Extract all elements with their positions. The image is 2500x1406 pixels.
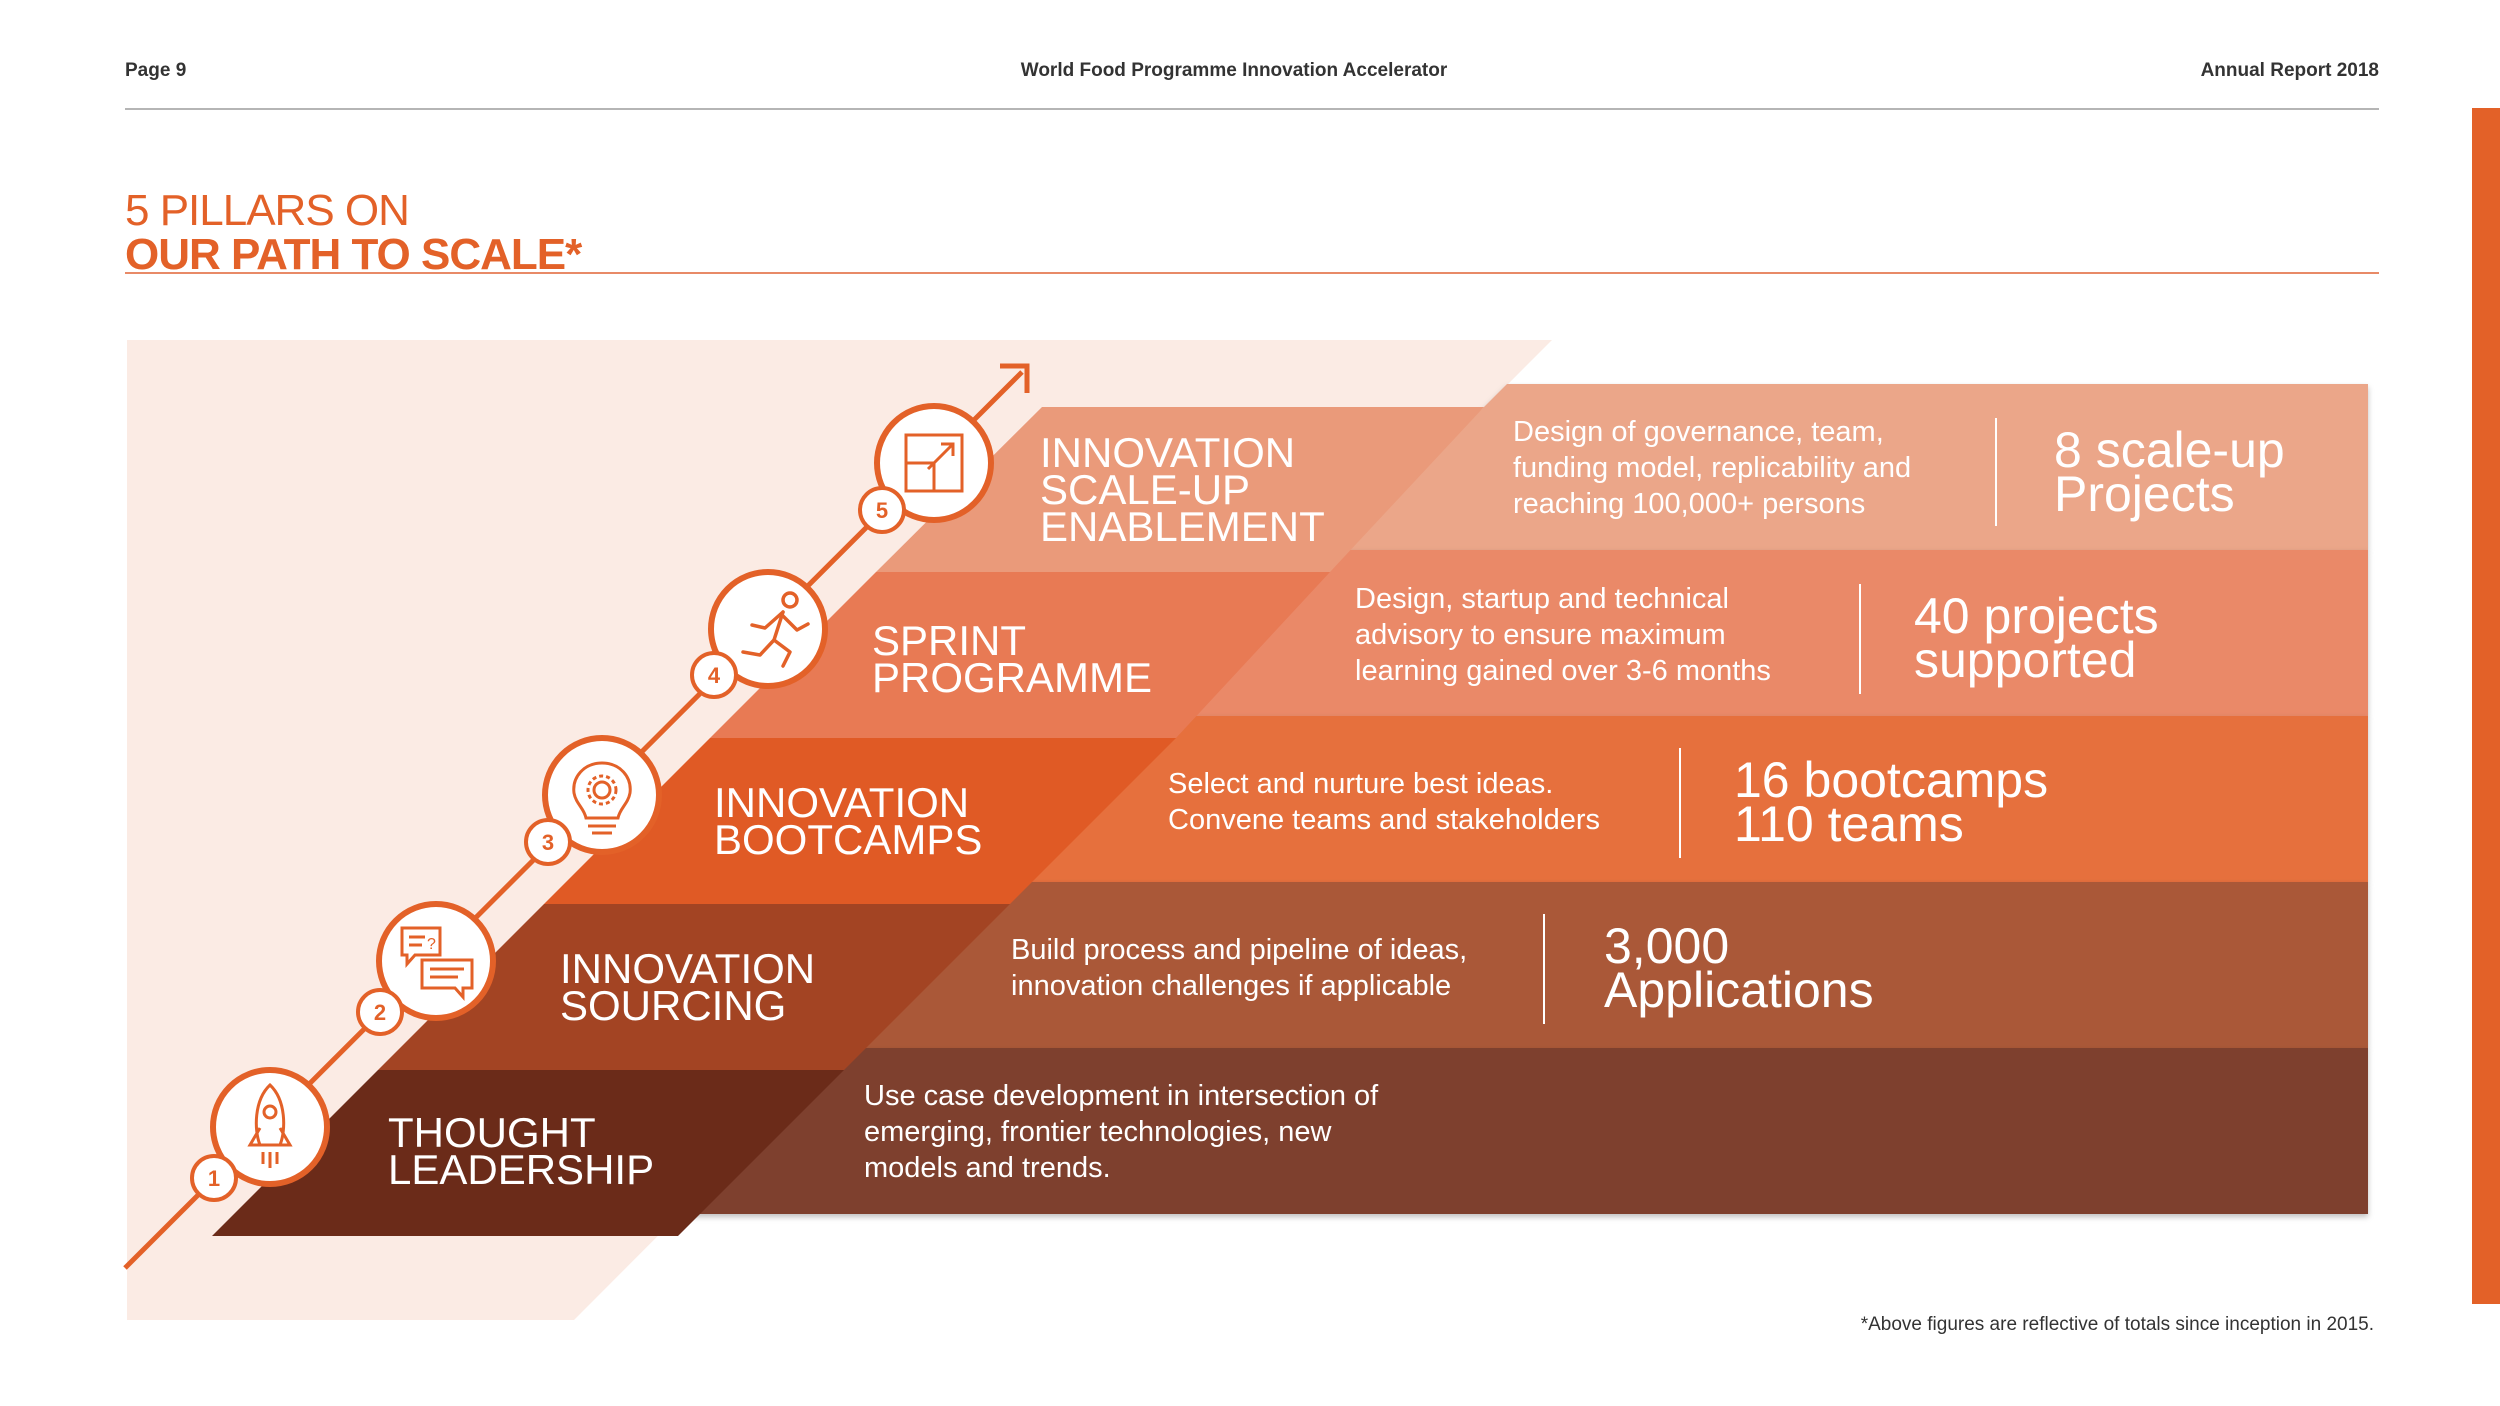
pillar-2-description: Build process and pipeline of ideas, inno… [1011, 934, 1468, 1002]
scale-up-arrow-icon [904, 433, 964, 493]
page-title-line1: 5 PILLARS ON [125, 186, 410, 235]
pillar-3-number-badge: 3 [524, 818, 572, 866]
step-3 [544, 738, 1176, 904]
svg-text:4: 4 [708, 663, 721, 688]
pillar-2-stat: 3,000 Applications [1604, 918, 1874, 1018]
step-4 [710, 572, 1330, 738]
page-title-line2: OUR PATH TO SCALE* [125, 230, 582, 279]
pillar-1-name: THOUGHT LEADERSHIP [388, 1109, 655, 1193]
band-5 [1341, 384, 2368, 550]
pillar-3-icon-circle [542, 735, 662, 855]
pillar-1-number-badge: 1 [190, 1154, 238, 1202]
chat-bubbles-icon: ? [400, 926, 474, 1001]
step-2 [378, 904, 1010, 1070]
pillar-5-name: INNOVATION SCALE-UP ENABLEMENT [1040, 429, 1325, 550]
lightbulb-gear-icon [572, 761, 632, 835]
growth-arrow-head [1000, 363, 1030, 393]
svg-text:5: 5 [876, 498, 888, 523]
pillar-4-stat: 40 projects supported [1914, 588, 2159, 688]
page-number: Page 9 [125, 60, 187, 81]
pillar-2-icon-circle: ? [376, 901, 496, 1021]
pillar-4-description: Design, startup and technical advisory to… [1355, 583, 1771, 687]
pillar-3-stat: 16 bootcamps 110 teams [1734, 752, 2049, 852]
svg-text:2: 2 [374, 1000, 386, 1025]
report-year: Annual Report 2018 [2200, 60, 2379, 81]
band-3 [1010, 716, 2368, 882]
header-divider [125, 108, 2379, 110]
svg-text:3: 3 [542, 830, 554, 855]
side-accent-bar [2472, 108, 2500, 1304]
band-2 [844, 882, 2368, 1048]
document-title: World Food Programme Innovation Accelera… [1020, 60, 1448, 81]
pillar-4-number-badge: 4 [690, 651, 738, 699]
runner-icon [741, 591, 810, 668]
svg-text:?: ? [427, 936, 436, 953]
band-1 [678, 1048, 2368, 1214]
pillar-2-number-badge: 2 [356, 988, 404, 1036]
step-5 [876, 407, 1484, 572]
pillar-1-description: Use case development in intersection of e… [864, 1080, 1379, 1184]
pillar-3-name: INNOVATION BOOTCAMPS [714, 779, 983, 863]
step-1 [212, 1070, 844, 1236]
footnote: *Above figures are reflective of totals … [1860, 1314, 2374, 1335]
pillar-3-description: Select and nurture best ideas. Convene te… [1168, 768, 1601, 836]
pillar-5-description: Design of governance, team, funding model… [1513, 416, 1912, 520]
pillar-5-number-badge: 5 [858, 486, 906, 534]
pillar-1-icon-circle [210, 1067, 330, 1187]
pillar-4-name: SPRINT PROGRAMME [872, 617, 1153, 701]
rocket-icon [247, 1082, 293, 1168]
title-divider [125, 272, 2379, 274]
pillar-4-icon-circle [708, 569, 828, 689]
pillar-5-icon-circle [874, 403, 994, 523]
pillar-5-stat: 8 scale-up Projects [2054, 422, 2285, 522]
band-4 [1176, 550, 2368, 716]
pillar-2-name: INNOVATION SOURCING [560, 945, 816, 1029]
svg-text:1: 1 [208, 1166, 220, 1191]
